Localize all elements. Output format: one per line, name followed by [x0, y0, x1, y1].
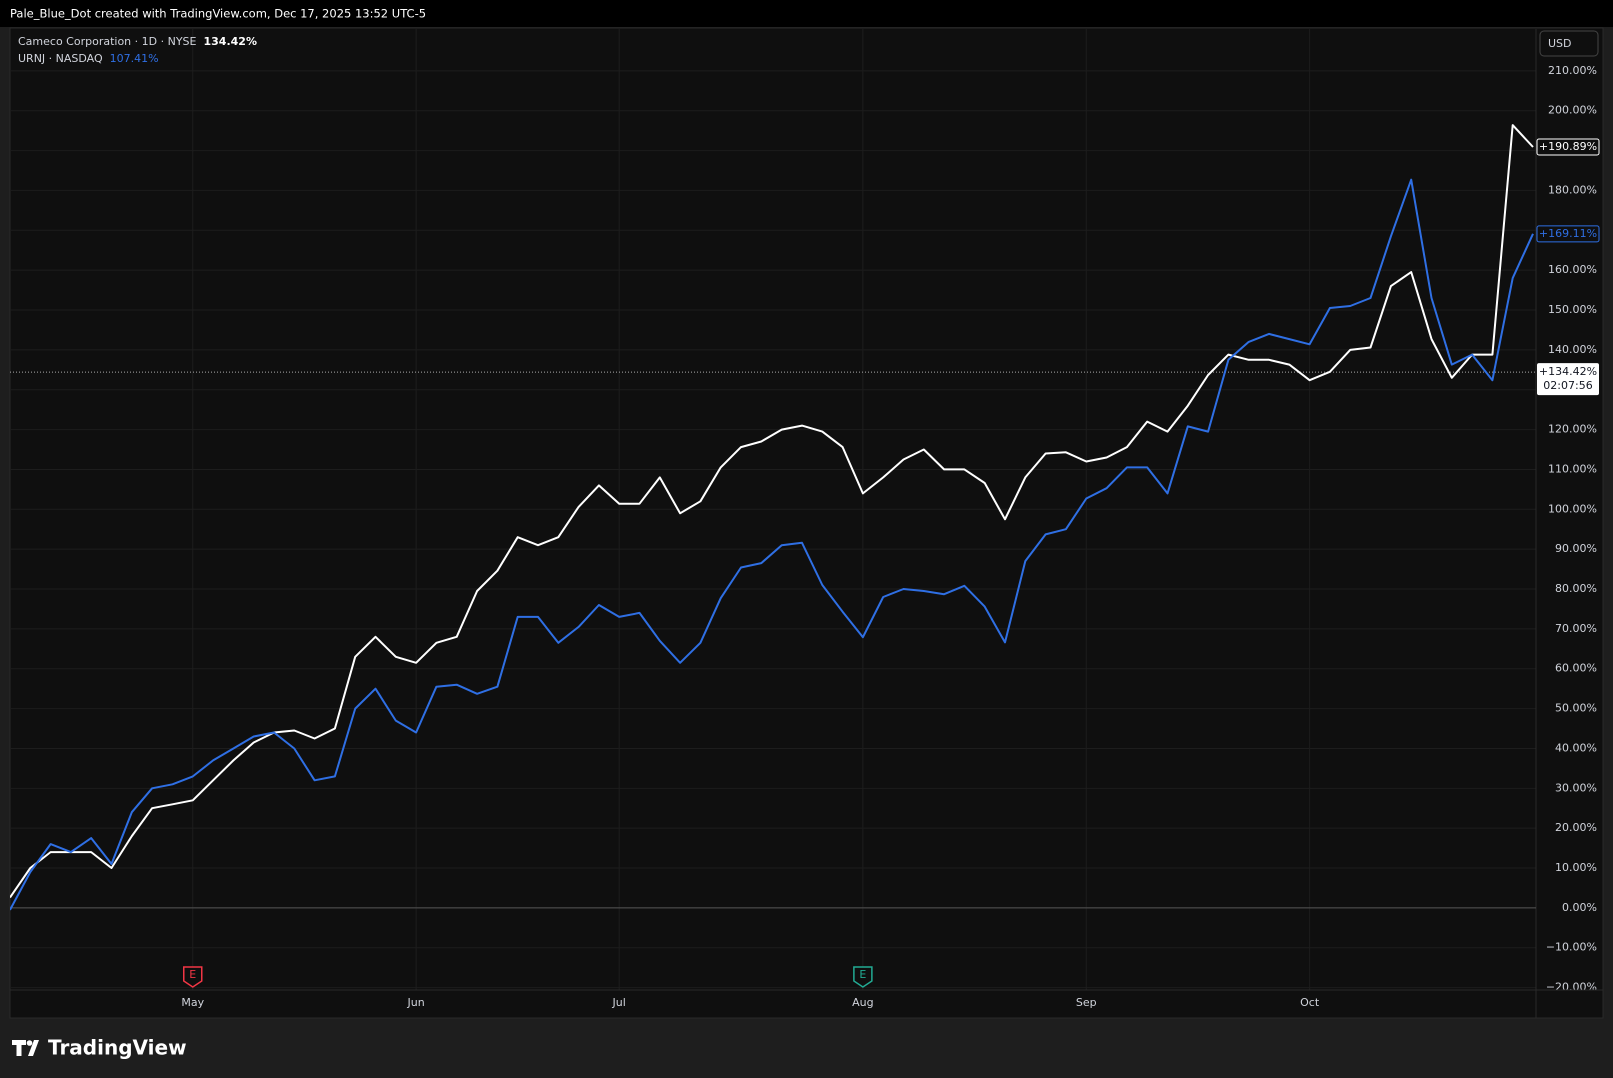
legend-name: Cameco Corporation · 1D · NYSE — [18, 35, 197, 48]
y-tick-label: 140.00% — [1548, 343, 1597, 356]
y-tick-label: 70.00% — [1555, 622, 1597, 635]
y-tick-label: 50.00% — [1555, 702, 1597, 715]
currency-button[interactable] — [1539, 30, 1599, 57]
x-tick-label: Oct — [1300, 996, 1320, 1009]
earnings-marker — [853, 966, 873, 988]
last-value-box — [1536, 138, 1600, 156]
earnings-marker — [183, 966, 203, 988]
logo-dot — [26, 1040, 33, 1046]
y-tick-label: 40.00% — [1555, 741, 1597, 754]
x-tick-label: Aug — [852, 996, 873, 1009]
y-tick-label: 200.00% — [1548, 104, 1597, 117]
earnings-label: E — [189, 968, 196, 981]
x-tick-label: Sep — [1076, 996, 1097, 1009]
footer-logo: TradingView — [12, 1036, 187, 1060]
y-tick-label: 110.00% — [1548, 462, 1597, 475]
legend-name: URNJ · NASDAQ — [18, 52, 103, 65]
logo-mark — [12, 1040, 39, 1056]
earnings-label: E — [859, 968, 866, 981]
price-line-countdown: 02:07:56 — [1543, 379, 1592, 392]
logo-text: TradingView — [48, 1036, 187, 1060]
y-tick-label: 10.00% — [1555, 861, 1597, 874]
header-text: Pale_Blue_Dot created with TradingView.c… — [10, 7, 426, 21]
y-tick-label: 210.00% — [1548, 64, 1597, 77]
last-value-label: +190.89% — [1539, 140, 1597, 153]
y-tick-label: −20.00% — [1546, 981, 1597, 994]
series-line — [10, 178, 1534, 911]
legend-value: 134.42% — [204, 35, 257, 48]
legend-entry: Cameco Corporation · 1D · NYSE 134.42% — [18, 35, 257, 48]
y-tick-label: 120.00% — [1548, 423, 1597, 436]
price-line-box — [1537, 363, 1599, 396]
y-tick-label: 20.00% — [1555, 821, 1597, 834]
y-tick-label: 180.00% — [1548, 183, 1597, 196]
x-tick-label: Jun — [407, 996, 425, 1009]
top-bar — [0, 0, 1613, 27]
y-tick-label: 150.00% — [1548, 303, 1597, 316]
y-tick-label: −10.00% — [1546, 941, 1597, 954]
y-tick-label: 100.00% — [1548, 502, 1597, 515]
y-tick-label: 0.00% — [1562, 901, 1597, 914]
last-value-box — [1536, 225, 1600, 243]
x-tick-label: May — [181, 996, 204, 1009]
y-tick-label: 80.00% — [1555, 582, 1597, 595]
legend-entry: URNJ · NASDAQ 107.41% — [18, 52, 159, 65]
y-tick-label: 30.00% — [1555, 781, 1597, 794]
series-line — [10, 124, 1534, 899]
x-tick-label: Jul — [612, 996, 626, 1009]
currency-label: USD — [1548, 37, 1572, 50]
price-line-label: +134.42% — [1539, 365, 1597, 378]
last-value-label: +169.11% — [1539, 227, 1597, 240]
grid — [10, 29, 1536, 990]
y-tick-label: 90.00% — [1555, 542, 1597, 555]
chart-panel — [9, 27, 1604, 1019]
y-tick-label: 60.00% — [1555, 662, 1597, 675]
y-tick-label: 160.00% — [1548, 263, 1597, 276]
legend-value: 107.41% — [110, 52, 159, 65]
